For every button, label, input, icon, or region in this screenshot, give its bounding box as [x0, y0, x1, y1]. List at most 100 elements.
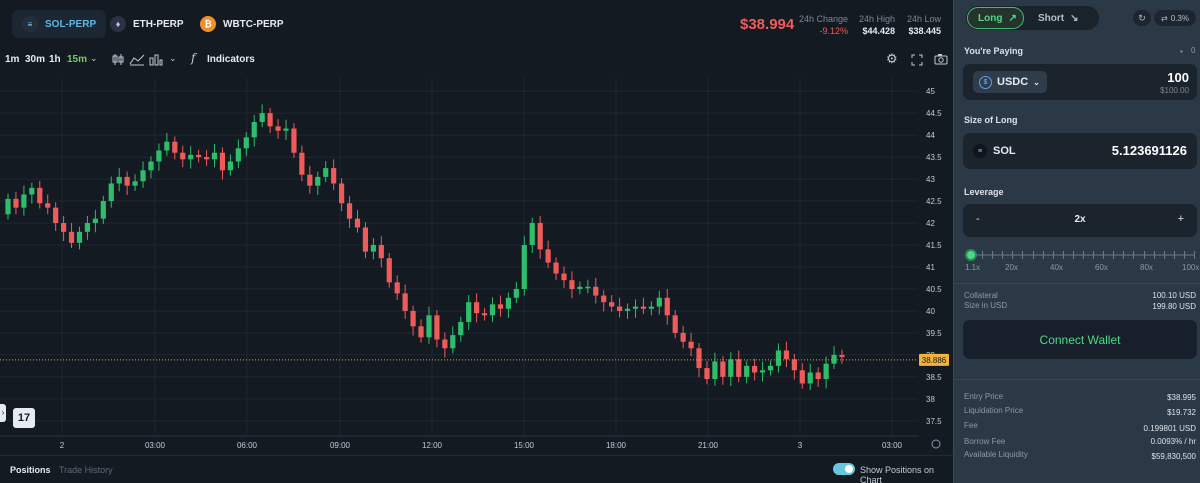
pay-token-select[interactable]: $ USDC ⌄ [973, 71, 1047, 93]
candle-body [815, 372, 821, 380]
liquidation-price-value: $19.732 [1167, 408, 1196, 417]
candle-body [513, 288, 519, 298]
area-chart-icon[interactable] [129, 53, 145, 66]
price-chart[interactable]: 2 03:00 06:00 09:00 12:00 15:00 18:00 21:00 3 03:… [0, 72, 953, 455]
fee-label: Fee [964, 421, 978, 430]
pay-token-label: USDC [997, 76, 1029, 88]
timeframe-1h[interactable]: 1h [49, 54, 61, 65]
market-tab-label: WBTC-PERP [223, 18, 284, 30]
low-value: $38.445 [908, 26, 941, 36]
size-token-label: SOL [993, 145, 1016, 157]
leverage-minus-button[interactable]: - [976, 213, 980, 225]
short-button[interactable]: Short ↘ [1028, 7, 1089, 29]
slider-tick [1042, 251, 1044, 259]
candle-body [545, 249, 551, 263]
candle-body [116, 176, 122, 184]
candle-body [521, 245, 527, 289]
chevron-right-icon[interactable]: › [0, 404, 6, 422]
y-tick-label: 42 [926, 219, 935, 228]
candle-body [823, 363, 829, 380]
candle-body [418, 326, 424, 338]
long-button[interactable]: Long ↗ [967, 7, 1024, 29]
connect-wallet-button[interactable]: Connect Wallet [963, 320, 1197, 359]
pay-amount-input[interactable]: 100 [1167, 70, 1189, 85]
slider-tick [1103, 251, 1105, 259]
pay-input-box: $ USDC ⌄ 100 $100.00 [963, 64, 1197, 100]
market-tab-wbtc[interactable]: ₿ WBTC-PERP [190, 10, 294, 38]
candle-body [13, 198, 19, 208]
candle-body [29, 187, 35, 195]
candle-body [481, 313, 488, 316]
y-tick-label: 37.5 [926, 417, 942, 426]
market-tab-eth[interactable]: ♦ ETH-PERP [100, 10, 194, 38]
bar-chart-icon[interactable] [149, 53, 163, 66]
long-label: Long [978, 12, 1003, 24]
gear-icon[interactable]: ⚙ [886, 51, 898, 66]
candle-body [529, 223, 535, 246]
fullscreen-icon[interactable] [911, 54, 923, 66]
candlestick-icon[interactable] [112, 53, 124, 66]
candle-body [664, 297, 670, 316]
y-tick-label: 38.5 [926, 373, 942, 382]
candle-body [283, 128, 289, 131]
clock-icon[interactable] [931, 439, 941, 449]
candle-body [466, 302, 472, 322]
chevron-down-icon[interactable]: ⌄ [90, 53, 98, 63]
leverage-box: - 2x + [963, 204, 1197, 237]
candle-body [720, 361, 726, 377]
candle-body [354, 218, 361, 228]
slippage-button[interactable]: ⇄ 0.3% [1154, 10, 1196, 26]
timeframe-15m[interactable]: 15m [67, 54, 88, 65]
slider-tick [1072, 251, 1074, 259]
borrow-fee-value: 0.0093% / hr [1150, 437, 1196, 446]
function-icon[interactable]: f [191, 51, 196, 65]
tab-trade-history[interactable]: Trade History [59, 465, 113, 475]
trend-down-icon: ↘ [1070, 12, 1079, 24]
size-usd-label: Size in USD [964, 301, 1008, 310]
slider-label: 100x [1182, 263, 1200, 272]
tradingview-logo[interactable]: 17 [13, 408, 35, 428]
candle-body [307, 174, 313, 186]
size-box: ≡ SOL 5.123691126 [963, 133, 1197, 169]
candlestick-chart[interactable]: 2 03:00 06:00 09:00 12:00 15:00 18:00 21:00 3 03:… [0, 72, 953, 455]
available-liquidity-value: $59,830,500 [1151, 452, 1197, 461]
candle-body [339, 183, 345, 204]
x-tick-label: 18:00 [606, 441, 627, 450]
y-tick-label: 44 [926, 131, 935, 140]
slider-tick [1173, 251, 1175, 259]
change-label: 24h Change [798, 14, 848, 24]
refresh-icon[interactable]: ↻ [1133, 10, 1151, 26]
liquidation-price-label: Liquidation Price [964, 406, 1024, 415]
candle-body [251, 121, 257, 138]
leverage-slider-handle[interactable] [965, 249, 977, 261]
show-positions-toggle[interactable] [833, 463, 855, 475]
y-tick-label: 41.5 [926, 241, 942, 250]
slider-tick [1093, 251, 1095, 259]
candle-body [807, 372, 813, 384]
candle-body [601, 295, 607, 303]
timeframe-30m[interactable]: 30m [25, 54, 46, 65]
market-tab-sol[interactable]: ≡ SOL-PERP [12, 10, 107, 38]
camera-icon[interactable] [934, 53, 948, 65]
candle-body [497, 304, 504, 309]
candle-body [188, 154, 194, 160]
chart-toolbar: 1m 30m 1h 15m ⌄ ⌄ f Indicators ⚙ [0, 48, 953, 72]
market-tab-label: ETH-PERP [133, 18, 184, 30]
candle-body [132, 181, 138, 186]
chevron-down-icon[interactable]: ⌄ [169, 53, 177, 63]
last-price-label: 38.886 [922, 356, 947, 365]
candle-body [53, 207, 59, 224]
indicators-button[interactable]: Indicators [207, 54, 255, 65]
candle-body [378, 245, 384, 259]
candle-body [108, 183, 114, 202]
leverage-value[interactable]: 2x [1074, 214, 1086, 225]
candle-body [219, 152, 226, 171]
candle-body [426, 315, 432, 338]
tab-positions[interactable]: Positions [10, 465, 51, 475]
leverage-plus-button[interactable]: + [1177, 213, 1184, 225]
candle-body [474, 302, 480, 314]
market-tab-label: SOL-PERP [45, 18, 97, 30]
y-tick-label: 43.5 [926, 153, 942, 162]
timeframe-1m[interactable]: 1m [5, 54, 20, 65]
candle-body [45, 203, 51, 208]
